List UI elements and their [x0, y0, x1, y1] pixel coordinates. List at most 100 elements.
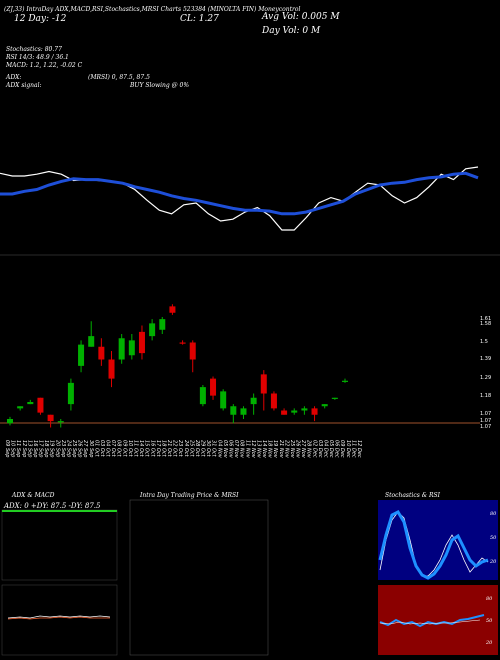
candle-body: [159, 319, 166, 330]
stoch-tick-80: 80: [490, 511, 497, 517]
date-tick-label: 29 Oct: [200, 440, 206, 458]
date-tick-label: 23 Oct: [177, 440, 183, 458]
candle-body: [98, 346, 105, 360]
price-tick-label: 1.07: [480, 424, 491, 430]
date-tick-label: 22 Nov: [283, 440, 289, 459]
candle-body: [78, 344, 85, 366]
date-tick-label: 23 Sep: [60, 440, 66, 457]
candle-body: [27, 402, 34, 405]
date-tick-label: 13 Sep: [26, 440, 32, 457]
date-tick-label: 15 Oct: [144, 440, 150, 458]
moving-average-line: [0, 171, 479, 216]
date-tick-label: 07 Nov: [233, 440, 239, 459]
date-tick-label: 09 Oct: [121, 440, 127, 458]
stoch-tick-50: 50: [490, 535, 497, 541]
date-tick-label: 22 Oct: [172, 440, 178, 458]
close-label: CL: 1.27: [180, 14, 219, 24]
price-tick-label: 1.61: [480, 316, 491, 322]
date-tick-label: 31 Oct: [211, 440, 217, 458]
date-tick-label: 07 Oct: [110, 440, 116, 458]
date-tick-label: 26 Nov: [295, 440, 301, 459]
adx-label: ADX:: [6, 74, 22, 81]
macd-signal-line: [7, 616, 110, 620]
candle-body: [321, 404, 328, 407]
date-tick-label: 18 Sep: [43, 440, 49, 457]
date-tick-label: 20 Sep: [54, 440, 60, 457]
date-tick-label: 04 Oct: [105, 440, 111, 458]
candle-body: [291, 410, 298, 413]
rsi-line: [379, 614, 485, 628]
date-tick-label: 25 Nov: [289, 440, 295, 459]
date-tick-label: 10 Oct: [127, 440, 133, 458]
candle-body: [57, 421, 64, 423]
candle-body: [47, 414, 54, 422]
mrsi-value: (MRSI) 0, 87.5, 87.5: [88, 74, 150, 81]
candle-body: [88, 336, 95, 347]
avg-vol-label: Avg Vol: 0.005 M: [262, 12, 340, 22]
candle-body: [210, 378, 217, 396]
candle-body: [138, 331, 145, 354]
date-tick-label: 04 Nov: [216, 440, 222, 459]
date-tick-label: 25 Sep: [71, 440, 77, 457]
price-tick-label: 1.39: [480, 356, 491, 362]
date-tick-label: 11 Nov: [244, 440, 250, 459]
date-tick-label: 24 Oct: [183, 440, 189, 458]
date-tick-label: 27 Sep: [82, 440, 88, 457]
date-tick-label: 28 Oct: [194, 440, 200, 458]
candle-body: [7, 419, 13, 424]
date-axis: 09 Sep 10 Sep 11 Sep 12 Sep 13 Sep 16 Sep 17 S…: [4, 440, 362, 459]
date-tick-label: 06 Nov: [228, 440, 234, 459]
candle-body: [270, 393, 277, 409]
date-tick-label: 25 Oct: [188, 440, 194, 458]
date-tick-label: 10 Sep: [10, 440, 16, 457]
date-tick-label: 18 Oct: [160, 440, 166, 458]
candle-body: [240, 408, 247, 415]
date-tick-label: 13 Nov: [255, 440, 261, 459]
date-tick-label: 05 Nov: [222, 440, 228, 459]
line-series-group: [0, 166, 479, 231]
price-tick-label: 1.18: [480, 393, 491, 399]
date-tick-label: 24 Sep: [66, 440, 72, 457]
price-tick-label: 1.07: [480, 418, 491, 424]
macd-panel: [1, 584, 118, 656]
intraday-panel: [129, 499, 269, 656]
macd-line: [7, 615, 111, 619]
date-tick-label: 18 Nov: [267, 440, 273, 459]
candle-body: [37, 397, 44, 413]
candle-body: [67, 382, 74, 405]
date-tick-label: 28 Nov: [306, 440, 312, 459]
candle-body: [108, 359, 115, 379]
candle-body: [331, 397, 338, 399]
candle-body: [169, 306, 176, 313]
adx-panel: [1, 509, 118, 581]
date-tick-label: 21 Oct: [166, 440, 172, 458]
date-tick-label: 21 Nov: [278, 440, 284, 459]
candle-body: [179, 342, 186, 344]
candle-body: [260, 374, 267, 394]
candle-body: [220, 391, 227, 409]
price-tick-label: 1.58: [480, 321, 491, 327]
date-tick-label: 14 Oct: [138, 440, 144, 458]
date-tick-label: 06 Dec: [334, 440, 340, 458]
price-line: [0, 166, 479, 231]
intraday-panel-title: Intra Day Trading Price & MRSI: [140, 492, 239, 499]
rsi-value: RSI 14/3: 48.9 / 36.1: [6, 54, 69, 61]
date-tick-label: 11 Oct: [133, 440, 139, 458]
day-vol-label: Day Vol: 0 M: [262, 26, 321, 36]
date-tick-label: 17 Sep: [38, 440, 44, 457]
stoch-tick-20: 20: [490, 559, 497, 565]
date-tick-label: 11 Dec: [350, 440, 356, 458]
candle-body: [230, 406, 237, 415]
buy-signal: BUY Slowing @ 0%: [130, 82, 190, 89]
date-tick-label: 03 Oct: [99, 440, 105, 458]
stoch-panel-title: Stochastics & RSI: [385, 492, 440, 499]
date-tick-label: 30 Sep: [88, 440, 94, 457]
date-tick-label: 08 Nov: [239, 440, 245, 459]
rsi-signal-line: [379, 619, 481, 625]
date-tick-label: 12 Sep: [21, 440, 27, 457]
date-tick-label: 16 Oct: [149, 440, 155, 458]
date-tick-label: 12 Dec: [356, 440, 362, 458]
chart-title: (ZJ,33) IntraDay ADX,MACD,RSI,Stochastic…: [4, 6, 301, 13]
candles-group: [7, 304, 348, 428]
